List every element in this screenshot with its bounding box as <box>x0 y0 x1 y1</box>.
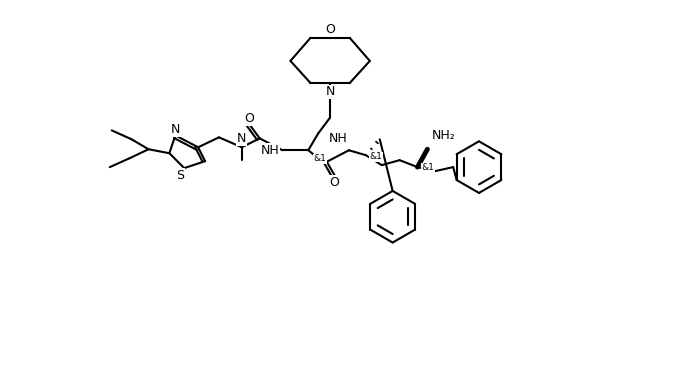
Text: N: N <box>237 132 246 145</box>
Text: N: N <box>171 123 180 136</box>
Text: O: O <box>329 176 339 188</box>
Text: O: O <box>325 23 335 36</box>
Text: O: O <box>244 112 254 125</box>
Text: NH: NH <box>261 144 280 157</box>
Text: &1: &1 <box>313 154 326 163</box>
Text: S: S <box>176 169 185 181</box>
Text: &1: &1 <box>421 163 434 172</box>
Text: N: N <box>325 85 335 98</box>
Text: NH₂: NH₂ <box>432 129 455 142</box>
Text: &1: &1 <box>370 152 382 161</box>
Text: NH: NH <box>329 132 348 145</box>
